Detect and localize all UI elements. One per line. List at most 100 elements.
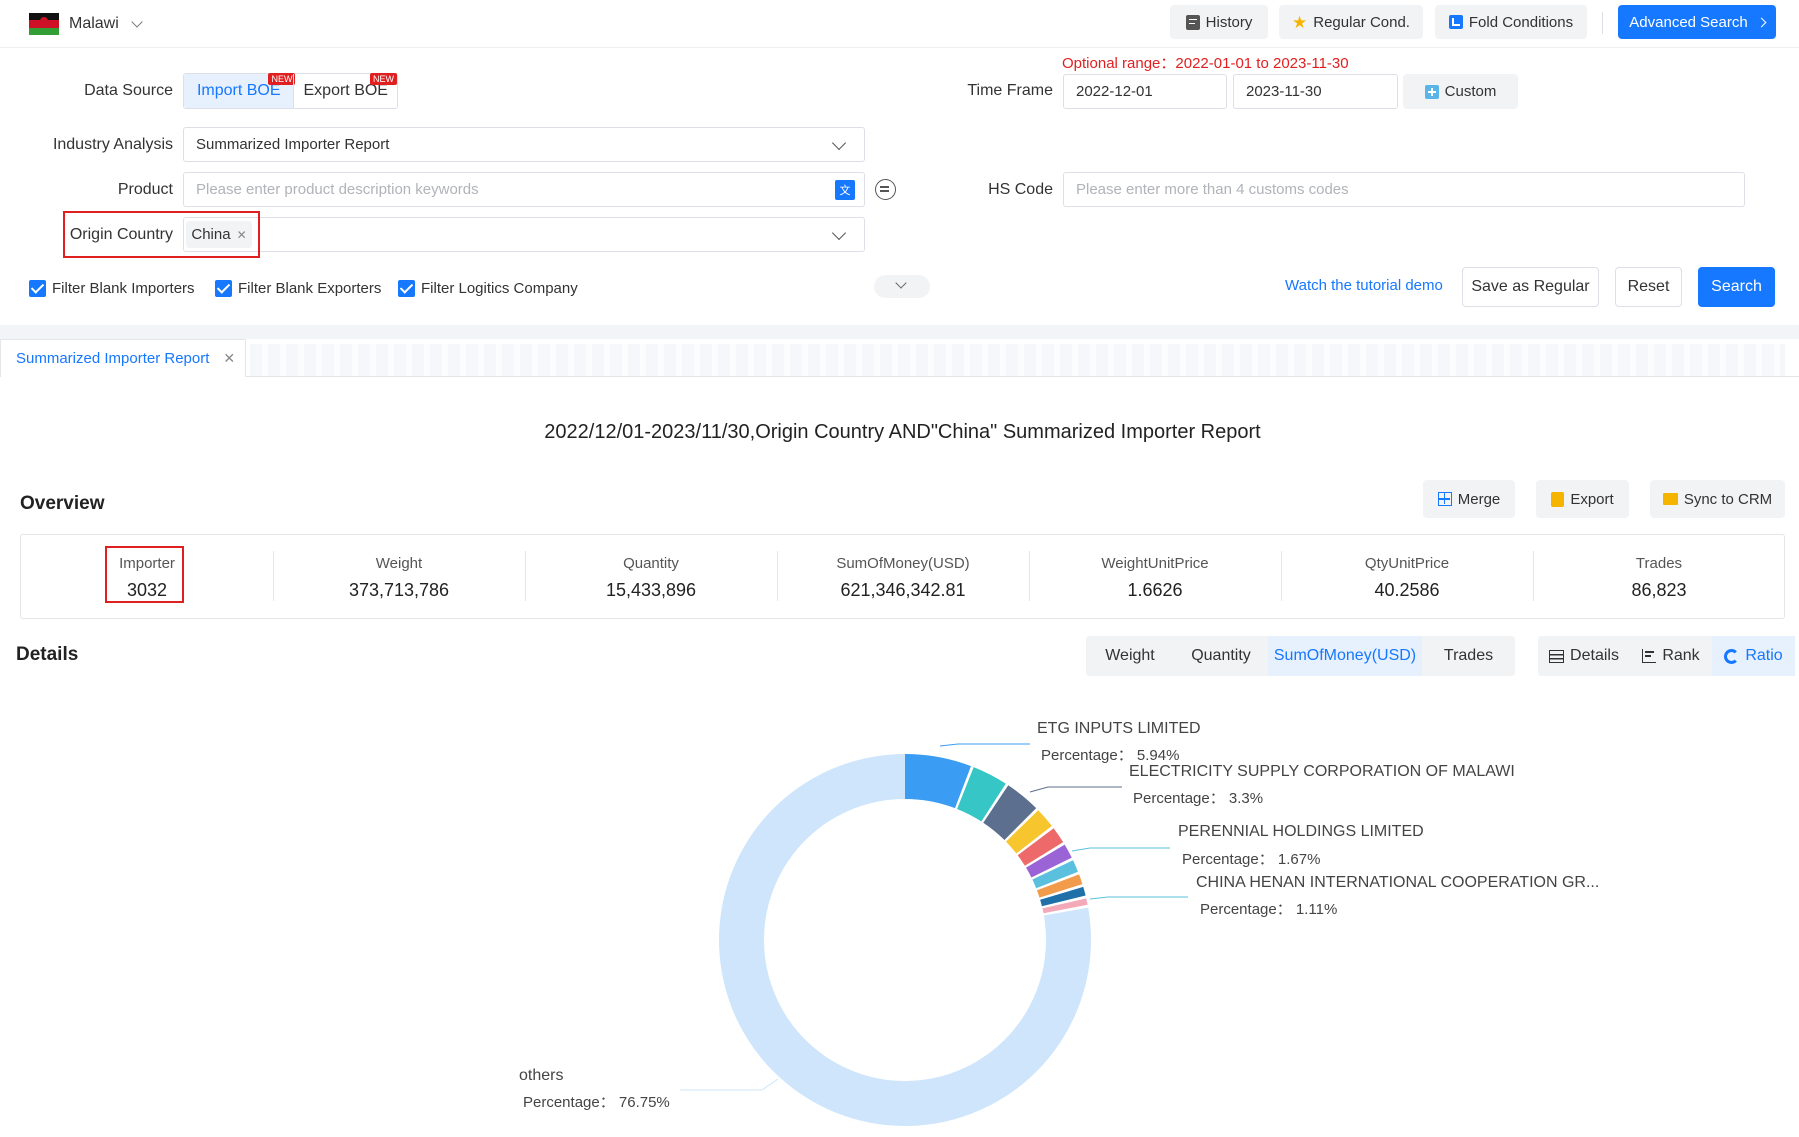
divider (777, 551, 778, 601)
close-icon[interactable]: ✕ (236, 227, 247, 242)
slice-label-percentage: Percentage： 5.94% (1041, 747, 1179, 764)
sync-crm-button[interactable]: Sync to CRM (1650, 480, 1785, 518)
slice-label-percentage: Percentage： 1.11% (1200, 901, 1337, 918)
origin-country-highlight (63, 211, 260, 258)
fold-conditions-button[interactable]: Fold Conditions (1435, 5, 1587, 39)
metric-tab-quantity[interactable]: Quantity (1174, 636, 1268, 676)
donut-slice-electricity-supply-corporation-of-malawi[interactable] (957, 767, 1006, 822)
country-selector[interactable]: Malawi (29, 12, 143, 36)
stat-title: WeightUnitPrice (1101, 555, 1209, 572)
industry-analysis-label: Industry Analysis (52, 136, 173, 153)
donut-slice-segment-8[interactable] (1040, 886, 1086, 907)
fold-icon (1448, 15, 1463, 29)
filter-blank-exporters-label: Filter Blank Exporters (238, 280, 382, 297)
filter-blank-exporters[interactable]: Filter Blank Exporters (215, 280, 381, 297)
close-tab-icon[interactable]: ✕ (223, 350, 236, 366)
history-button[interactable]: History (1170, 5, 1268, 39)
details-heading: Details (16, 644, 79, 665)
view-tab-rank[interactable]: Rank (1630, 636, 1712, 676)
metric-tab-trades[interactable]: Trades (1422, 636, 1515, 676)
report-tab[interactable]: Summarized Importer Report ✕ (0, 339, 246, 377)
divider (1029, 551, 1030, 601)
view-tab-details[interactable]: Details (1538, 636, 1630, 676)
donut-slice-perennial-holdings-limited[interactable] (1017, 828, 1064, 866)
hs-code-input[interactable]: Please enter more than 4 customs codes (1063, 172, 1745, 207)
optional-range: Optional range：2022-01-01 to 2023-11-30 (1062, 52, 1349, 73)
country-name: Malawi (69, 15, 119, 32)
stat-value: 373,713,786 (348, 580, 450, 600)
leader-line (1089, 896, 1188, 900)
optional-range-value: 2022-01-01 to 2023-11-30 (1175, 55, 1349, 72)
custom-button[interactable]: Custom (1403, 74, 1518, 109)
origin-country-tag[interactable]: China ✕ (186, 221, 252, 248)
date-from-value: 2022-12-01 (1076, 83, 1153, 100)
metric-tab-weight[interactable]: Weight (1086, 636, 1174, 676)
product-input[interactable]: Please enter product description keyword… (183, 172, 865, 207)
stat-title: Weight (375, 555, 423, 572)
filter-blank-importers-label: Filter Blank Importers (52, 280, 195, 297)
divider (1281, 551, 1282, 601)
donut-slice-segment-5[interactable] (1026, 844, 1072, 878)
import-boe-option[interactable]: Import BOE NEW (184, 73, 296, 108)
chevron-down-icon (831, 135, 847, 151)
metric-tab-sum-of-money[interactable]: SumOfMoney(USD) (1268, 636, 1422, 676)
donut-slice-segment-2[interactable] (983, 785, 1037, 841)
view-tab-ratio[interactable]: Ratio (1712, 636, 1795, 676)
export-button[interactable]: Export (1536, 480, 1629, 518)
leader-line (939, 743, 1030, 747)
search-settings-icon[interactable] (875, 179, 896, 200)
slice-label-percentage: Percentage： 3.3% (1133, 790, 1263, 807)
donut-slice-segment-6[interactable] (1032, 860, 1079, 889)
hs-code-placeholder: Please enter more than 4 customs codes (1076, 181, 1349, 198)
reset-button[interactable]: Reset (1615, 267, 1682, 307)
industry-analysis-select[interactable]: Summarized Importer Report (183, 127, 865, 162)
save-as-regular-button[interactable]: Save as Regular (1462, 267, 1599, 307)
view-tab-label: Ratio (1745, 647, 1783, 664)
header-divider (1602, 12, 1603, 34)
ratio-donut-chart: ETG INPUTS LIMITED Percentage： 5.94%ELECT… (519, 720, 1599, 1126)
export-boe-option[interactable]: Export BOE NEW (293, 73, 397, 108)
chevron-down-icon (895, 277, 907, 289)
date-to-input[interactable]: 2023-11-30 (1233, 74, 1398, 109)
donut-slice-segment-9[interactable] (1042, 898, 1088, 914)
slice-label-percentage: Percentage： 1.67% (1182, 851, 1320, 868)
sync-crm-label: Sync to CRM (1683, 490, 1773, 508)
history-icon (1185, 14, 1200, 30)
regular-cond-button[interactable]: ★ Regular Cond. (1279, 5, 1423, 39)
ratio-icon (1724, 648, 1740, 664)
advanced-search-button[interactable]: Advanced Search (1618, 5, 1776, 39)
translate-icon[interactable]: 文 (835, 180, 855, 200)
export-label: Export (1570, 490, 1614, 508)
donut-slice-etg-inputs-limited[interactable] (905, 754, 971, 809)
chevron-right-icon (1756, 17, 1767, 27)
product-placeholder: Please enter product description keyword… (196, 181, 479, 198)
expand-filters-button[interactable] (874, 275, 930, 298)
tutorial-link[interactable]: Watch the tutorial demo (1285, 277, 1443, 294)
product-label: Product (117, 181, 173, 198)
checkbox-checked-icon (215, 280, 232, 297)
search-button[interactable]: Search (1698, 267, 1775, 307)
stat-value: 15,433,896 (605, 580, 697, 600)
origin-country-select[interactable] (183, 217, 865, 252)
section-divider (0, 325, 1799, 339)
divider (525, 551, 526, 601)
merge-button[interactable]: Merge (1423, 480, 1515, 518)
divider (273, 551, 274, 601)
hs-code-label: HS Code (988, 181, 1053, 198)
filter-logistics-company-label: Filter Logitics Company (421, 280, 578, 297)
header-bar: Malawi History ★ Regular Cond. Fold Cond… (0, 0, 1799, 48)
donut-slice-others[interactable] (719, 754, 1091, 1126)
date-to-value: 2023-11-30 (1246, 83, 1322, 100)
donut-slice-segment-3[interactable] (1006, 810, 1052, 854)
date-from-input[interactable]: 2022-12-01 (1063, 74, 1227, 109)
folder-icon (1662, 493, 1678, 505)
filter-logistics-company[interactable]: Filter Logitics Company (398, 280, 578, 297)
stat-title: Quantity (623, 555, 679, 572)
time-frame-label: Time Frame (967, 82, 1053, 99)
star-icon: ★ (1292, 12, 1308, 32)
table-icon (1549, 649, 1565, 663)
origin-country-label: Origin Country (69, 226, 173, 243)
regular-cond-label: Regular Cond. (1313, 13, 1410, 31)
filter-blank-importers[interactable]: Filter Blank Importers (29, 280, 195, 297)
donut-slice-china-henan-international-cooperation-gr[interactable] (1036, 874, 1083, 898)
